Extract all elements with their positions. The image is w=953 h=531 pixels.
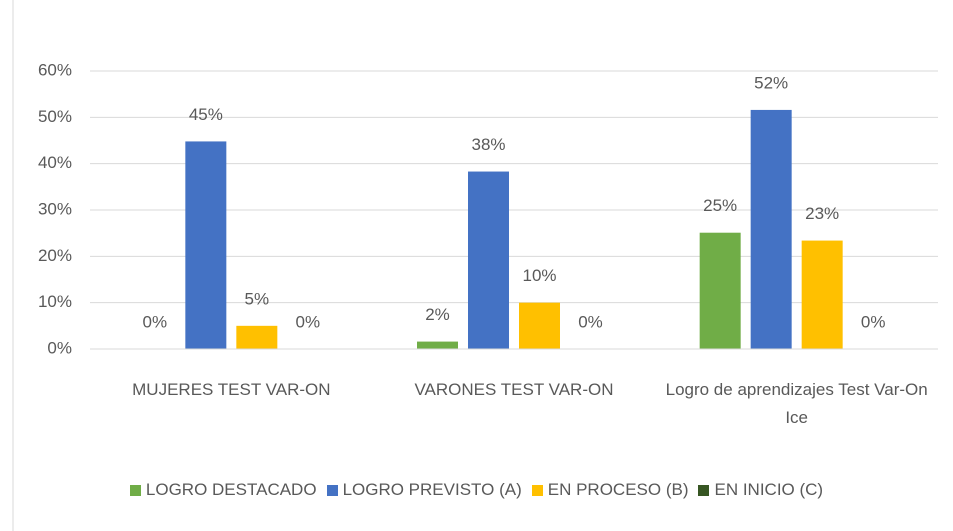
legend-swatch [531, 484, 543, 496]
data-label: 45% [189, 105, 223, 124]
data-label: 52% [754, 73, 788, 92]
bar [519, 302, 560, 349]
data-label: 5% [245, 289, 270, 308]
y-tick-label: 50% [38, 107, 72, 126]
x-tick-label: VARONES TEST VAR-ON [414, 380, 614, 399]
data-label: 0% [143, 312, 168, 331]
x-tick-label: Logro de aprendizajes Test Var-On Ice [665, 380, 928, 427]
data-label: 0% [296, 312, 321, 331]
legend-item: EN INICIO (C) [698, 480, 823, 500]
legend-label: EN PROCESO (B) [547, 480, 689, 499]
bar [801, 240, 843, 349]
y-tick-label: 20% [38, 246, 72, 265]
data-label: 10% [522, 266, 556, 285]
bar [417, 341, 458, 349]
legend-item: EN PROCESO (B) [531, 480, 689, 500]
legend-item: LOGRO PREVISTO (A) [326, 480, 522, 500]
data-label: 2% [425, 305, 450, 324]
y-tick-label: 40% [38, 153, 72, 172]
y-tick-label: 30% [38, 199, 72, 218]
data-label: 23% [805, 204, 839, 223]
y-tick-label: 10% [38, 292, 72, 311]
y-tick-label: 0% [47, 338, 72, 357]
legend-label: EN INICIO (C) [714, 480, 824, 499]
bar [468, 171, 509, 349]
data-label: 0% [578, 312, 603, 331]
legend-label: LOGRO PREVISTO (A) [342, 480, 522, 499]
bar [750, 109, 792, 349]
legend-swatch [326, 484, 338, 496]
legend-swatch [129, 484, 141, 496]
y-tick-label: 60% [38, 60, 72, 79]
data-label: 25% [703, 196, 737, 215]
bar [699, 232, 741, 349]
legend-item: LOGRO DESTACADO [129, 480, 317, 500]
legend-swatch [698, 484, 710, 496]
legend: LOGRO DESTACADO LOGRO PREVISTO (A) EN PROC… [0, 480, 953, 500]
bar [185, 141, 227, 349]
bar [236, 325, 278, 349]
legend-label: LOGRO DESTACADO [145, 480, 317, 499]
data-label: 38% [471, 135, 505, 154]
x-tick-label: MUJERES TEST VAR-ON [132, 380, 331, 399]
data-label: 0% [861, 312, 886, 331]
